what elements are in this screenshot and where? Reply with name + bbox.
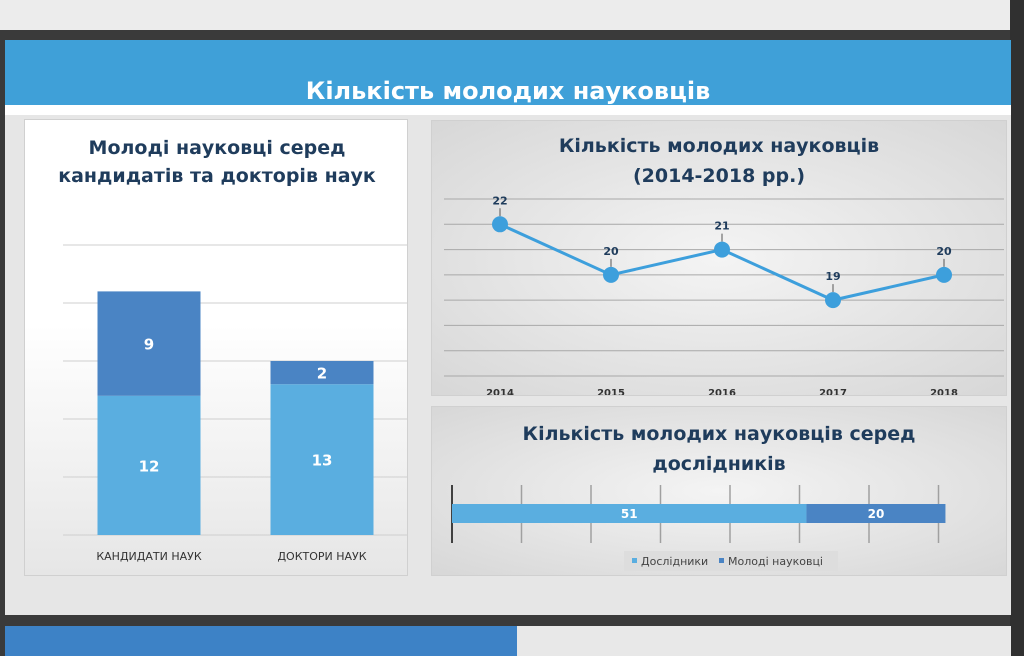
data-label: 2 [317,365,327,383]
bar-segment [806,504,946,523]
chart-title-line-2: дослідників [652,453,786,475]
data-label: 22 [492,194,507,207]
chart-title-line-2: (2014-2018 рр.) [632,165,806,187]
chart-title: Кількість молодих науковців серед дослід… [432,419,1006,479]
data-point [825,292,841,309]
data-point [714,241,730,258]
bar-segment [97,291,201,396]
legend-background [624,551,838,571]
title-banner [5,40,1011,105]
data-label: 20 [603,245,619,258]
horizontal-bar-chart: 51 20 Дослідники Молоді науковці [451,485,946,571]
next-slide-banner [5,626,517,656]
bar-segment [452,504,807,523]
data-point [936,266,952,283]
chart-title-line-1: Кількість молодих науковців [558,135,880,157]
data-label: 21 [714,220,729,233]
data-label: 20 [868,507,885,521]
banner-underlay [5,105,1011,115]
chart-title-line-2: кандидатів та докторів наук [58,165,376,187]
bar-segment [270,384,374,535]
x-tick-label: 2015 [597,388,625,395]
chart-panel-researchers: Кількість молодих науковців серед дослід… [431,406,1007,576]
next-slide-background [517,626,1011,656]
x-tick-label: 2014 [486,388,514,395]
chart-title: Кількість молодих науковців (2014-2018 р… [432,131,1006,191]
window-edge [1010,0,1024,656]
data-label: 19 [825,270,840,283]
category-label: КАНДИДАТИ НАУК [96,550,201,563]
legend-swatch [719,558,724,563]
chart-title-line-1: Кількість молодих науковців серед [522,423,916,445]
x-tick-label: 2017 [819,388,847,395]
data-label: 51 [621,507,638,521]
slide: Кількість молодих науковців Молоді науко… [5,40,1011,615]
chart-title-line-1: Молоді науковці серед [88,137,346,159]
bar-segment [97,395,201,535]
x-tick-label: 2016 [708,388,736,395]
chart-panel-candidates-doctors: Молоді науковці серед кандидатів та докт… [24,119,408,576]
data-label: 12 [139,457,160,475]
data-point [603,266,619,283]
chart-panel-line: Кількість молодих науковців (2014-2018 р… [431,120,1007,396]
slide-title: Кількість молодих науковців [305,77,711,105]
legend-label: Дослідники [641,555,708,568]
legend-label: Молоді науковці [728,555,823,568]
legend-swatch [632,558,637,563]
chart-title: Молоді науковці серед кандидатів та докт… [25,134,409,190]
line-chart: 222021192020142015201620172018кількість [444,194,1004,395]
x-tick-label: 2018 [930,388,958,395]
data-label: 13 [312,452,333,470]
data-point [492,216,508,233]
data-label: 9 [144,336,154,354]
top-strip [0,0,1010,30]
data-label: 20 [936,245,952,258]
bar-segment [270,361,374,385]
category-label: ДОКТОРИ НАУК [277,550,366,563]
